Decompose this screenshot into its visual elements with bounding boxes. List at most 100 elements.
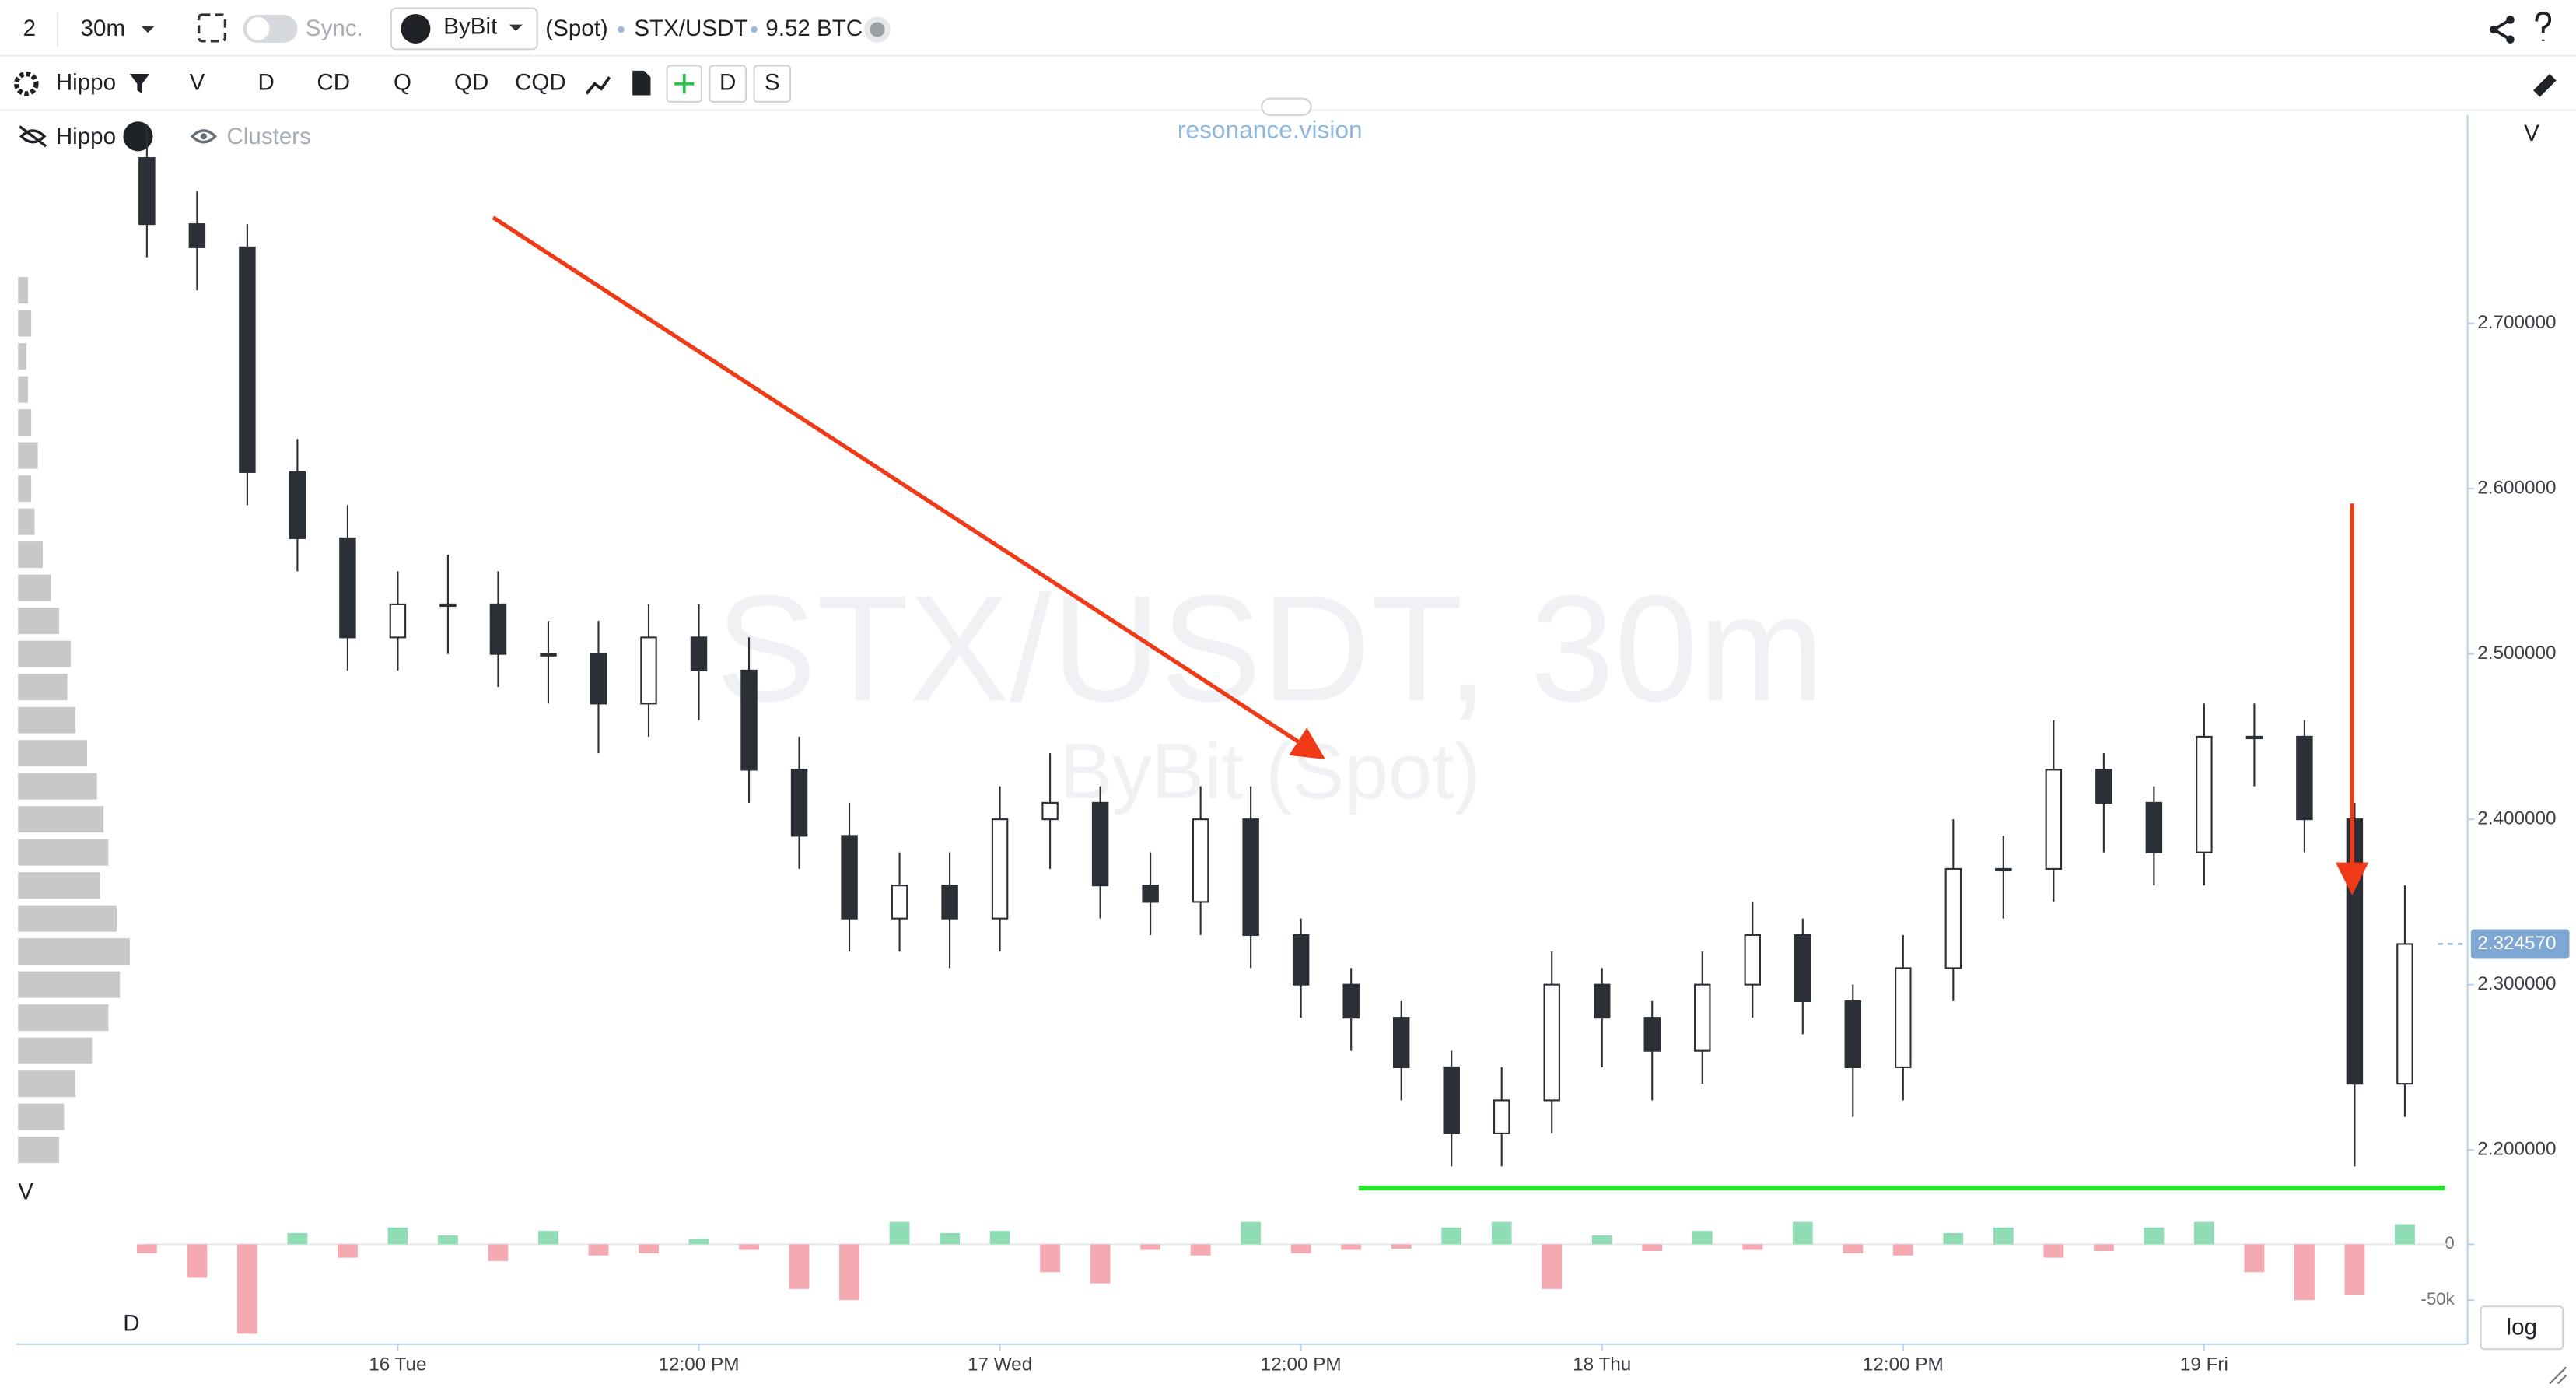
candle-body [489,603,507,655]
delta-bar [1843,1244,1864,1253]
brand: resonance.vision [1178,115,1363,143]
candle-body [1794,934,1811,1002]
hide-icon[interactable] [19,125,47,148]
candle-body [138,157,156,226]
profile-bar [18,508,35,535]
volume: 9.52 BTC [765,16,863,41]
toolbar: 2 30m Sync. ByBit (Spot) STX/USDT 9.52 B… [0,7,2576,57]
profile-bar [18,574,51,601]
resize-handle [2549,1366,2567,1385]
candle-body [1443,1066,1460,1134]
delta-bar [639,1244,659,1253]
delta-bar [538,1231,558,1245]
fullscreen-icon[interactable] [197,13,227,43]
button-label[interactable]: D [719,70,736,96]
delta-bar [940,1233,960,1245]
document-icon[interactable] [632,70,651,96]
delta-bar [187,1244,208,1278]
candle-body [439,603,457,608]
last-price-tag [2470,929,2570,959]
candle-body [1041,801,1059,821]
indicator[interactable]: QD [454,70,488,96]
y-tick-label: 2.600000 [2477,478,2556,499]
profile-bar [18,938,130,965]
delta-bar [2395,1224,2415,1245]
collapse-button[interactable] [1261,97,1312,116]
candle-body [1342,983,1360,1019]
button-frame[interactable] [709,65,747,103]
y-tick-label: 2.500000 [2477,643,2556,664]
dot [751,26,758,33]
candle-body [640,636,657,705]
dot [618,26,625,33]
delta-bar [1341,1244,1362,1250]
indicator[interactable]: V [190,70,205,96]
indicator[interactable]: D [258,70,275,96]
candle-body [339,537,356,639]
legend-hippo: Hippo [56,124,116,149]
symbol[interactable]: STX/USDT [634,16,747,41]
log-button[interactable] [2480,1305,2564,1351]
candle-body [1844,1000,1862,1068]
settings-icon[interactable] [13,71,39,96]
help-icon[interactable] [2535,11,2552,41]
indicator[interactable]: CQD [515,70,566,96]
button-label[interactable]: S [765,70,780,96]
share-dot [2506,35,2515,44]
watermark: STX/USDT, 30m [716,564,1824,733]
delta-bar [2043,1244,2064,1258]
delta-bar [889,1221,910,1245]
delta-bar [688,1239,709,1245]
interval[interactable]: 30m [81,16,126,41]
candle-body [1493,1099,1510,1134]
profile-bar [18,475,32,503]
candle-body [1392,1017,1410,1068]
candle-body [740,669,758,771]
candle-body [2296,735,2313,821]
button-frame[interactable] [753,65,792,103]
profile-bar [18,376,28,403]
candle-body [590,653,607,705]
delta-bar [1391,1244,1412,1249]
candle-body [188,223,206,248]
y-tick-label: 2.400000 [2477,808,2556,829]
profile-bar [18,806,104,833]
plot: 2.200000 2.300000 2.400000 2.500000 2.600000… [18,124,2570,1375]
ruler-icon[interactable] [2533,74,2557,97]
delta-bar [1993,1227,2014,1245]
indicator[interactable]: Q [394,70,411,96]
candle-body [2095,769,2112,804]
log-label[interactable]: log [2507,1315,2537,1340]
delta-bar [1290,1244,1311,1253]
filter-icon[interactable] [129,74,150,94]
show-icon[interactable] [190,129,218,144]
indicator[interactable]: CD [317,70,350,96]
x-tick-label: 19 Fri [2180,1354,2228,1375]
profile-bar [18,674,68,701]
indicator[interactable]: Hippo [56,70,116,96]
delta-bar [989,1231,1010,1245]
exchange-logo [123,121,153,152]
market: (Spot) [545,16,608,41]
delta-bar [1692,1231,1713,1245]
profile-bar [18,740,87,767]
profile-bar [18,1070,76,1098]
delta-bar [2144,1227,2165,1245]
legend-clusters: Clusters [227,124,311,149]
x-tick-label: 12:00 PM [1863,1354,1944,1375]
layout-count[interactable]: 2 [23,16,36,41]
candle-body [1594,983,1611,1019]
share-dot [2506,16,2515,24]
candle-body [2045,769,2063,870]
delta-bar [1491,1221,1512,1245]
delta-bar [1040,1244,1060,1273]
line-icon[interactable] [585,76,611,95]
delta-bar [438,1235,458,1245]
pane-label: D [123,1310,139,1336]
delta-bar [136,1244,157,1253]
x-tick-label: 16 Tue [369,1354,426,1375]
exchange-select[interactable] [390,7,538,51]
candle-body [1543,983,1560,1102]
